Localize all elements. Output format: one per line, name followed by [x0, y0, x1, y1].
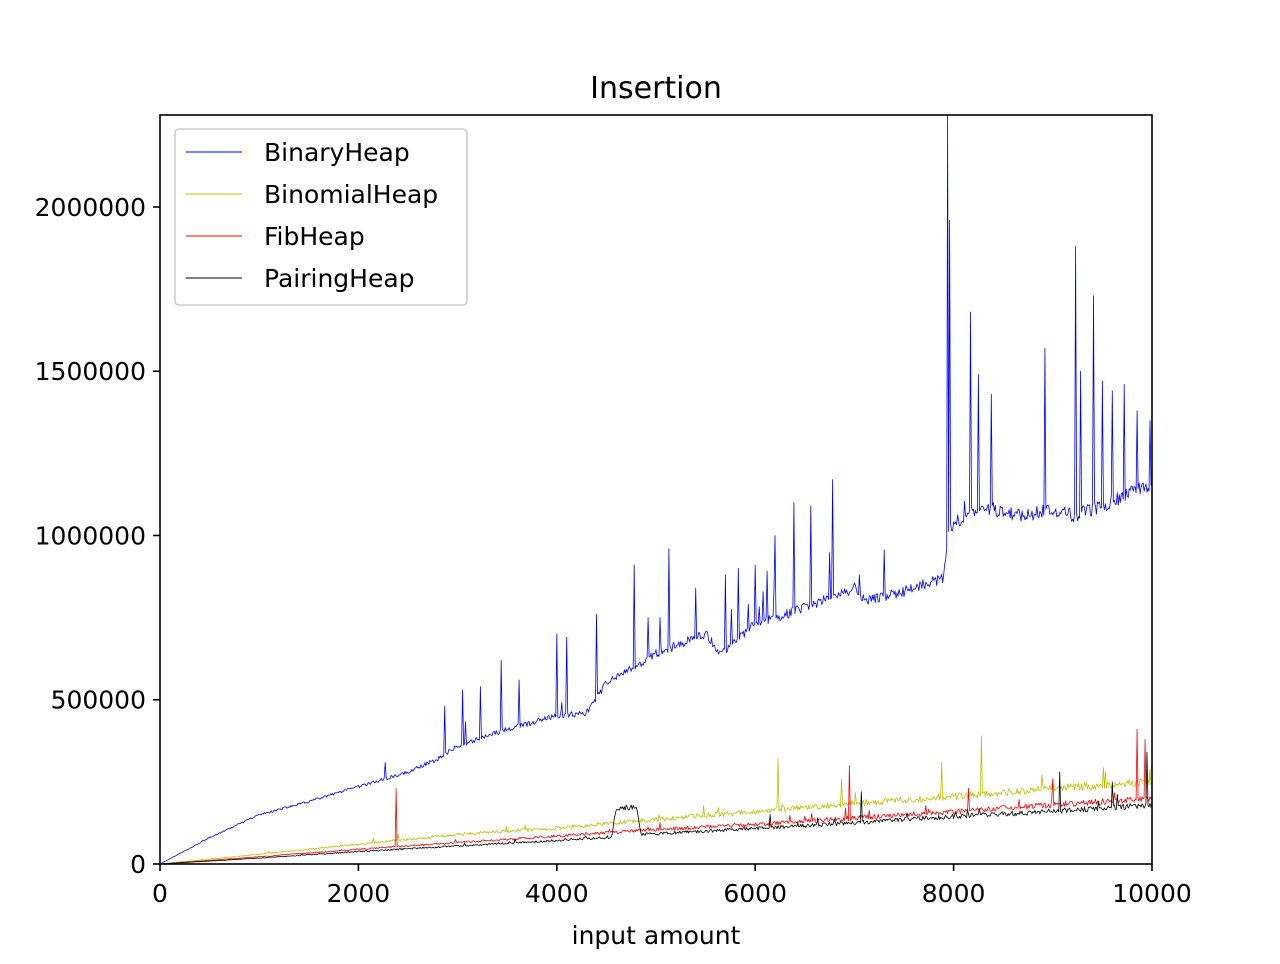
x-tick-label: 10000	[1112, 879, 1192, 908]
series-line-fibheap	[160, 728, 1152, 864]
chart-title: Insertion	[590, 71, 722, 106]
x-axis: 0 2000 4000 6000 8000 10000	[152, 864, 1192, 908]
legend-box	[174, 128, 468, 306]
y-tick-label: 1500000	[35, 357, 146, 386]
y-tick-label: 500000	[51, 686, 146, 715]
y-tick-label: 2000000	[35, 193, 146, 222]
x-tick-label: 0	[152, 879, 168, 908]
y-axis: 0 500000 1000000 1500000 2000000	[35, 193, 160, 879]
x-tick-label: 8000	[922, 879, 986, 908]
series-line-binaryheap	[160, 115, 1152, 864]
plot-frame	[159, 114, 1153, 865]
series-line-binomialheap	[160, 735, 1152, 864]
legend-label: PairingHeap	[264, 264, 415, 293]
series-line-pairingheap	[160, 751, 1152, 864]
x-tick-label: 6000	[723, 879, 787, 908]
legend-label: FibHeap	[264, 222, 365, 251]
legend-label: BinomialHeap	[264, 180, 438, 209]
y-tick-label: 0	[130, 850, 146, 879]
y-tick-label: 1000000	[35, 521, 146, 550]
plot-area	[159, 114, 1153, 865]
x-tick-label: 2000	[327, 879, 391, 908]
x-axis-label: input amount	[572, 921, 741, 950]
legend-label: BinaryHeap	[264, 138, 410, 167]
legend: BinaryHeap BinomialHeap FibHeap PairingHeap	[174, 128, 468, 306]
x-tick-label: 4000	[525, 879, 589, 908]
